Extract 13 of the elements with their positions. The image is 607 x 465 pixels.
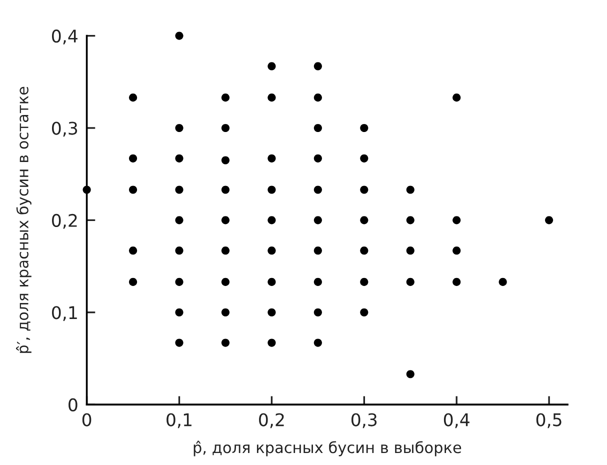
x-tick-label: 0,1 xyxy=(166,413,192,428)
x-axis-title: p̂, доля красных бусин в выборке xyxy=(194,440,462,456)
x-tick-label: 0,2 xyxy=(259,413,284,428)
x-tick-label: 0,4 xyxy=(444,413,470,428)
x-tick-label: 0,5 xyxy=(536,413,562,428)
x-tick-label: 0 xyxy=(82,413,92,426)
y-axis-title: p̂′, доля красных бусин в остатке xyxy=(16,86,32,353)
y-tick-label: 0,2 xyxy=(52,214,77,229)
y-tick-label: 0,1 xyxy=(52,306,77,321)
y-tick-label: 0 xyxy=(68,398,78,412)
x-tick-label: 0,3 xyxy=(351,413,377,428)
y-tick-label: 0,3 xyxy=(52,122,78,137)
y-tick-label: 0,4 xyxy=(52,30,78,44)
